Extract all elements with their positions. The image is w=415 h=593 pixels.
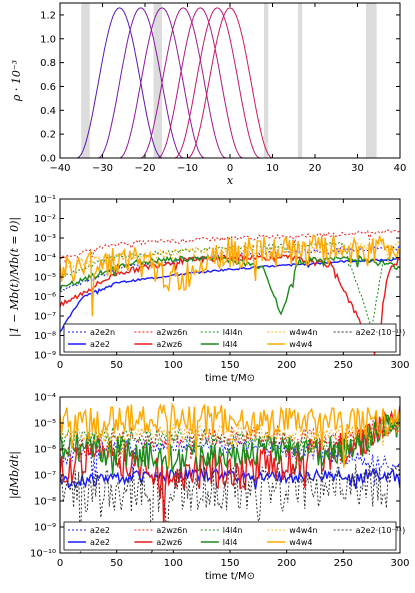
- x-tick-label: 50: [110, 558, 123, 569]
- legend-box: [63, 323, 397, 353]
- x-tick-label: 50: [110, 360, 123, 371]
- legend-label: a2e2: [90, 538, 110, 547]
- y-tick-label: 10⁻⁴: [34, 393, 56, 404]
- y-tick-label: 10⁻³: [34, 234, 56, 245]
- series-group: [60, 228, 400, 355]
- legend-label: w4w4n: [289, 328, 317, 337]
- legend-label: a2e2·(10⁻¹¹): [356, 328, 406, 337]
- legend-label: w4w4: [289, 538, 312, 547]
- grey-band: [264, 3, 269, 158]
- plot-frame: [59, 2, 401, 159]
- y-axis-label: |1 − Mb(t)/Mb(t = 0)|: [8, 217, 22, 337]
- density-curve: [60, 7, 400, 159]
- x-axis-label: time t/M⊙: [205, 571, 255, 582]
- y-tick-label: 0.4: [40, 106, 56, 117]
- legend-label: l4l4: [223, 340, 238, 349]
- legend-label: a2e2n: [90, 328, 115, 337]
- y-tick-label: 10⁻⁵: [34, 273, 56, 284]
- x-tick-label: 0: [57, 558, 63, 569]
- legend-label: l4l4n: [223, 328, 243, 337]
- y-axis-label: |dMb/dt|: [8, 451, 22, 499]
- series-line-w4w4: [60, 233, 400, 317]
- x-tick-label: 30: [351, 163, 364, 174]
- y-tick-label: 1.0: [40, 34, 56, 45]
- x-tick-label: 40: [394, 163, 407, 174]
- y-tick-label: 10⁻¹⁰: [30, 549, 56, 560]
- x-tick-label: 250: [334, 558, 353, 569]
- legend-label: a2wz6n: [156, 526, 187, 535]
- series-group: [60, 402, 400, 553]
- x-tick-label: 250: [334, 360, 353, 371]
- x-tick-label: 10: [266, 163, 279, 174]
- x-tick-label: 150: [220, 360, 239, 371]
- x-tick-label: 0: [57, 360, 63, 371]
- x-tick-label: 150: [220, 558, 239, 569]
- legend-label: l4l4: [223, 538, 238, 547]
- series-line-w4w4n: [60, 240, 400, 271]
- grey-band: [153, 3, 162, 158]
- density-curve: [60, 7, 400, 159]
- x-tick-label: 200: [277, 360, 296, 371]
- x-tick-label: −30: [92, 163, 113, 174]
- legend-label: a2wz6: [156, 538, 182, 547]
- y-tick-label: 0.6: [40, 82, 56, 93]
- x-tick-label: −40: [49, 163, 70, 174]
- density-curve: [60, 7, 400, 159]
- y-tick-label: 0.8: [40, 58, 56, 69]
- series-line-a2e2·(10⁻¹¹): [60, 464, 400, 553]
- x-axis-label: time t/M⊙: [205, 373, 255, 384]
- y-tick-label: 10⁻⁸: [34, 497, 56, 508]
- x-tick-label: −10: [177, 163, 198, 174]
- y-tick-label: 10⁻²: [34, 214, 56, 225]
- y-tick-label: 0.0: [40, 154, 56, 165]
- y-tick-label: 10⁻⁵: [34, 419, 56, 430]
- y-tick-label: 10⁻⁸: [34, 331, 56, 342]
- grey-band: [81, 3, 90, 158]
- legend-label: a2e2: [90, 340, 110, 349]
- y-tick-label: 0.2: [40, 130, 56, 141]
- x-tick-label: 300: [390, 558, 409, 569]
- legend-label: a2e2·(10⁻¹¹): [356, 526, 406, 535]
- density-curve: [60, 7, 400, 159]
- y-axis-label: ρ · 10⁻³: [10, 60, 23, 102]
- legend-label: w4w4n: [289, 526, 317, 535]
- y-tick-label: 10⁻⁷: [34, 471, 56, 482]
- series-line-w4w4n: [60, 419, 400, 459]
- x-tick-label: 0: [227, 163, 233, 174]
- x-tick-label: 300: [390, 360, 409, 371]
- legend-label: l4l4n: [223, 526, 243, 535]
- series-line-w4w4: [60, 402, 400, 468]
- y-tick-label: 10⁻⁶: [34, 292, 56, 303]
- x-tick-label: −20: [134, 163, 155, 174]
- x-tick-label: 200: [277, 558, 296, 569]
- series-line-a2e2: [60, 257, 400, 333]
- y-tick-label: 1.2: [40, 10, 56, 21]
- series-line-a2e2: [60, 467, 400, 490]
- y-tick-label: 10⁻⁴: [34, 253, 56, 264]
- y-tick-label: 10⁻⁶: [34, 445, 56, 456]
- x-tick-label: 100: [164, 558, 183, 569]
- legend-box: [63, 521, 397, 551]
- legend-label: w4w4: [289, 340, 312, 349]
- legend-label: a2wz6: [156, 340, 182, 349]
- density-curve: [60, 7, 400, 159]
- legend-label: a2wz6n: [156, 328, 187, 337]
- grey-band: [298, 3, 303, 158]
- x-tick-label: 100: [164, 360, 183, 371]
- y-tick-label: 10⁻⁹: [34, 351, 56, 362]
- x-tick-label: 20: [309, 163, 322, 174]
- x-axis-label: x: [227, 174, 234, 187]
- series-line-l4l4n: [60, 241, 400, 327]
- density-curve: [60, 7, 400, 159]
- y-tick-label: 10⁻⁷: [34, 312, 56, 323]
- density-curve: [60, 7, 400, 159]
- legend-label: a2e2: [90, 526, 110, 535]
- y-tick-label: 10⁻⁹: [34, 523, 56, 534]
- grey-band: [366, 3, 377, 158]
- y-tick-label: 10⁻¹: [34, 195, 56, 206]
